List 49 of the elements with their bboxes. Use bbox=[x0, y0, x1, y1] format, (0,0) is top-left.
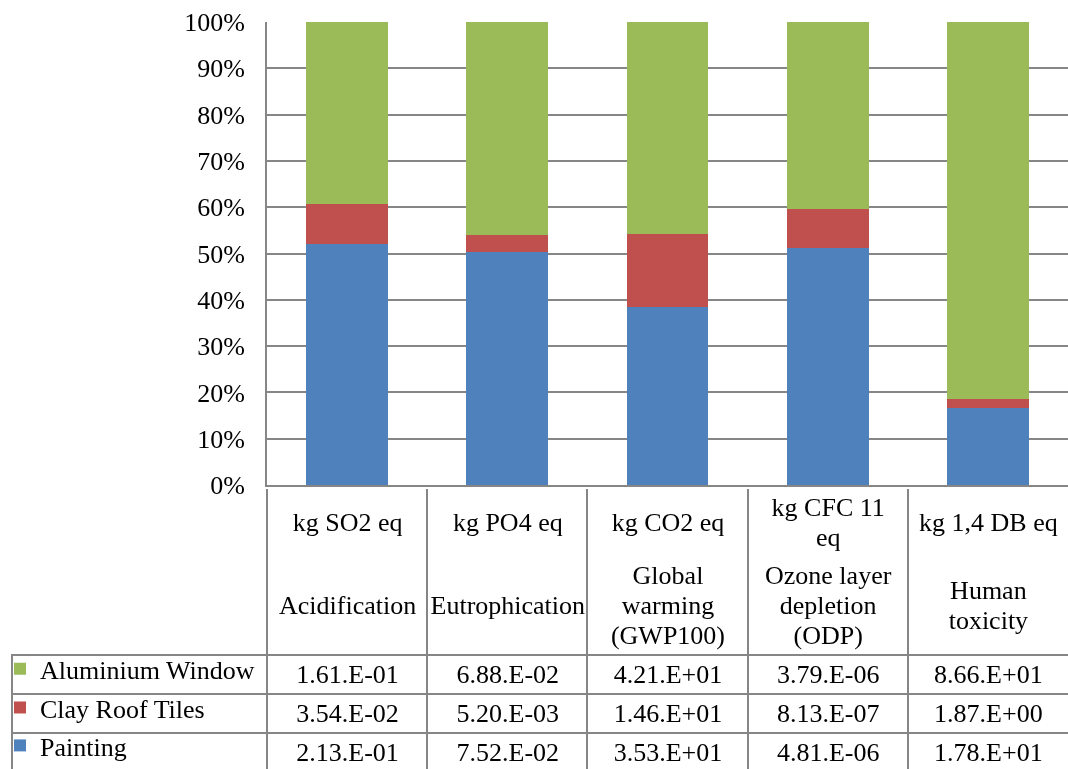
x-tick-label: kg CFC 11 eq Ozone layer depletion (ODP) bbox=[748, 489, 908, 655]
category-label: kg 1,4 DB eq Human toxicity bbox=[919, 508, 1058, 635]
bar bbox=[626, 307, 709, 485]
y-tick-label: 60% bbox=[197, 193, 245, 223]
text: 8.66.E+01 bbox=[934, 660, 1043, 690]
y-tick-label: 90% bbox=[197, 54, 245, 84]
text: 5.20.E-03 bbox=[456, 699, 560, 729]
text: 2.13.E-01 bbox=[296, 738, 399, 768]
text: 1.61.E-01 bbox=[296, 660, 399, 690]
text: 6.88.E-02 bbox=[456, 660, 560, 690]
text: 1.87.E+00 bbox=[934, 699, 1043, 729]
text: 8.13.E-07 bbox=[776, 699, 880, 729]
text: 1.78.E+01 bbox=[934, 738, 1043, 768]
text: 1.46.E+01 bbox=[613, 699, 723, 729]
bar bbox=[626, 22, 709, 234]
text: 3.53.E+01 bbox=[613, 738, 723, 768]
category-label: kg PO4 eq Eutrophication bbox=[430, 508, 586, 620]
y-tick-label: 70% bbox=[197, 147, 245, 176]
y-tick-label: 20% bbox=[197, 378, 245, 408]
text: 3.79.E-06 bbox=[776, 660, 880, 690]
bar bbox=[306, 244, 388, 485]
text: 3.54.E-02 bbox=[296, 699, 399, 729]
bar bbox=[786, 22, 869, 209]
bar bbox=[306, 22, 388, 205]
text: 7.52.E-02 bbox=[456, 738, 560, 768]
category-label: kg SO2 eq Acidification bbox=[279, 508, 417, 620]
bar bbox=[466, 22, 549, 236]
y-tick-label: 80% bbox=[197, 100, 245, 130]
y-tick-label: 100% bbox=[184, 8, 245, 38]
y-tick-label: 40% bbox=[197, 285, 245, 315]
y-tick-label: 10% bbox=[197, 424, 245, 454]
x-tick-label: kg CO2 eq Global warming (GWP100) bbox=[588, 489, 748, 655]
legend-label: Aluminium Window bbox=[40, 655, 255, 685]
bar bbox=[786, 208, 869, 249]
bar bbox=[947, 22, 1029, 400]
bar bbox=[947, 407, 1029, 485]
bar bbox=[786, 248, 869, 485]
bar bbox=[626, 233, 709, 308]
bar bbox=[947, 399, 1029, 408]
bar bbox=[466, 235, 549, 252]
bar bbox=[466, 251, 549, 485]
y-tick-label: 30% bbox=[197, 332, 245, 362]
legend-label: Clay Roof Tiles bbox=[40, 694, 205, 724]
text: 4.21.E+01 bbox=[613, 660, 723, 690]
y-tick-label: 0% bbox=[210, 471, 245, 501]
bar bbox=[306, 204, 388, 245]
text: 4.81.E-06 bbox=[776, 738, 880, 768]
legend-label: Painting bbox=[40, 732, 127, 762]
y-tick-label: 50% bbox=[197, 239, 245, 269]
